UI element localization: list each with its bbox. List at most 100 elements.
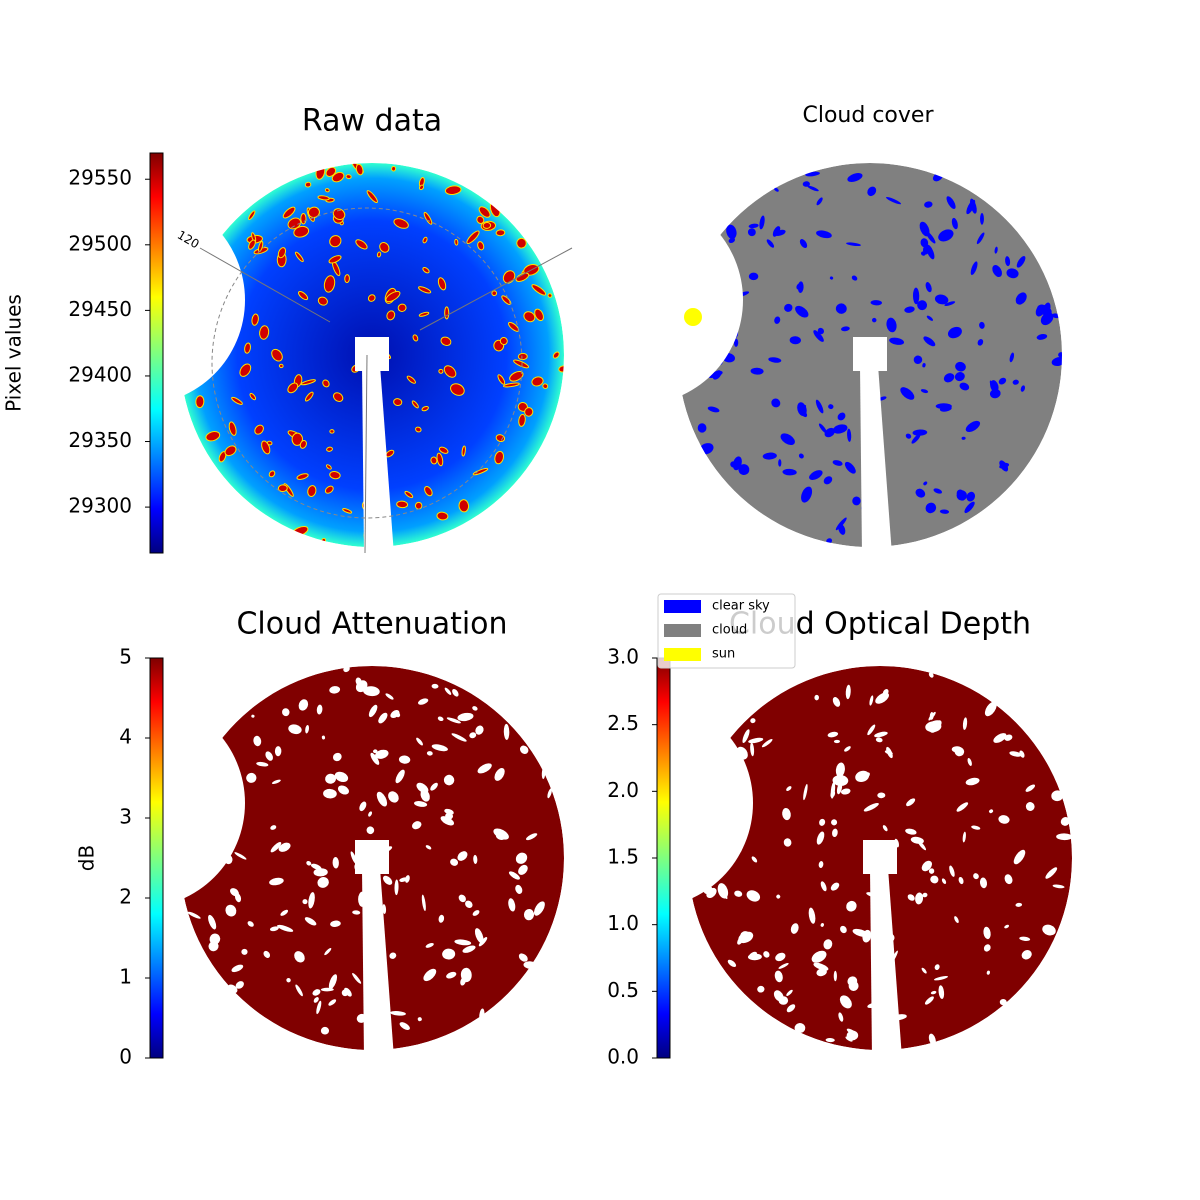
sky-blob <box>367 512 381 525</box>
sky-blob <box>875 737 883 743</box>
sky-blob <box>993 733 1007 743</box>
sky-image <box>688 666 1073 1050</box>
sky-blob <box>300 379 316 386</box>
panel-title: Cloud cover <box>803 103 935 128</box>
sky-blob <box>235 777 241 784</box>
sky-blob <box>313 997 319 1003</box>
sky-blob <box>827 731 839 738</box>
sky-blob <box>417 1017 422 1022</box>
sky-blob <box>900 387 915 400</box>
sky-blob <box>307 206 320 218</box>
sky-blob <box>803 784 808 801</box>
sky-blob <box>736 790 743 803</box>
sky-blob <box>371 351 388 364</box>
sky-blob <box>363 527 373 544</box>
sky-blob <box>375 749 389 759</box>
sky-blob <box>418 286 432 294</box>
sky-blob <box>477 763 492 774</box>
sky-blob <box>825 1037 835 1043</box>
sky-blob <box>234 852 247 860</box>
sky-blob <box>773 187 779 192</box>
sky-blob <box>944 301 956 307</box>
sky-blob <box>337 785 349 795</box>
sky-blob <box>832 775 849 786</box>
sky-blob <box>324 948 332 956</box>
colorbar-tick-label: 1 <box>119 965 132 989</box>
sky-blob <box>852 496 861 506</box>
sky-blob <box>699 880 705 886</box>
colorbar-tick-label: 1.0 <box>607 911 639 935</box>
sky-blob <box>461 445 466 457</box>
sky-blob <box>784 303 793 312</box>
sky-blob <box>491 290 498 297</box>
sky-blob <box>867 724 876 736</box>
sky-blob <box>786 1004 796 1013</box>
sky-blob <box>438 446 449 454</box>
sky-blob <box>355 239 368 250</box>
sky-blob <box>794 1023 806 1034</box>
sky-blob <box>874 845 889 854</box>
sky-blob <box>939 509 950 514</box>
sky-blob <box>838 523 846 535</box>
sky-blob <box>879 1025 885 1033</box>
colorbar-tick-label: 0.0 <box>607 1045 639 1069</box>
sky-blob <box>913 355 923 365</box>
sky-blob <box>224 445 237 457</box>
sky-blob <box>329 235 342 248</box>
sky-blob <box>710 313 720 327</box>
sky-blob <box>729 300 734 305</box>
sky-blob <box>394 879 399 896</box>
sky-blob <box>1012 379 1019 385</box>
sky-blob <box>444 306 450 320</box>
sky-blob <box>920 238 929 248</box>
sky-blob <box>708 370 723 378</box>
sky-blob <box>817 327 825 335</box>
sky-blob <box>749 951 758 958</box>
sky-blob <box>915 892 924 905</box>
sky-blob <box>329 686 341 694</box>
sky-blob <box>371 944 379 956</box>
legend-label: sun <box>712 647 735 662</box>
sky-blob <box>845 684 851 700</box>
sky-blob <box>525 833 538 841</box>
sky-blob <box>265 751 273 761</box>
sky-blob <box>840 925 847 934</box>
sky-blob <box>489 200 501 218</box>
sky-blob <box>278 363 284 369</box>
colorbar-tick-label: 29550 <box>68 166 132 190</box>
sky-blob <box>796 283 802 290</box>
sky-blob <box>523 311 536 323</box>
sky-blob <box>288 724 302 735</box>
sky-blob <box>778 962 789 969</box>
sky-blob <box>726 224 737 240</box>
sky-blob <box>454 238 459 246</box>
sky-blob <box>244 342 251 354</box>
sky-blob <box>811 950 827 963</box>
sky-blob <box>405 875 410 883</box>
sky-blob <box>256 761 269 767</box>
colorbar-tick-label: 29350 <box>68 428 132 452</box>
sky-blob <box>934 964 940 970</box>
sky-blob <box>917 300 928 311</box>
sky-blob <box>450 383 465 396</box>
sky-blob <box>444 808 454 815</box>
sky-blob <box>385 693 394 700</box>
sky-blob <box>838 1012 844 1022</box>
sky-blob <box>735 847 742 853</box>
sky-blob <box>515 272 530 282</box>
sky-blob <box>977 339 984 346</box>
sky-blob <box>388 791 399 803</box>
sky-blob <box>418 698 429 705</box>
sky-blob <box>277 924 294 932</box>
sky-blob <box>750 742 755 757</box>
sky-blob <box>444 185 462 196</box>
sky-blob <box>291 432 303 446</box>
colorbar <box>149 152 164 554</box>
sky-blob <box>761 738 773 748</box>
sky-blob <box>302 899 308 905</box>
panel-title: Raw data <box>302 104 442 139</box>
sky-blob <box>277 484 288 493</box>
sky-blob <box>271 779 281 785</box>
sky-blob <box>786 786 792 792</box>
sky-blob <box>746 890 761 902</box>
